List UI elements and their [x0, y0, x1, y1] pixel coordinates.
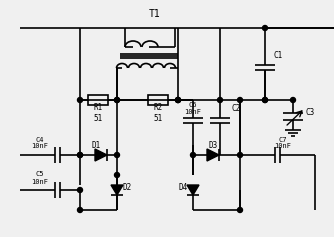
Polygon shape [95, 149, 107, 161]
Circle shape [190, 152, 195, 158]
Text: T1: T1 [149, 9, 161, 19]
Circle shape [263, 97, 268, 102]
Circle shape [77, 187, 82, 192]
Circle shape [291, 97, 296, 102]
Circle shape [77, 208, 82, 213]
Text: R2
51: R2 51 [153, 103, 163, 123]
Text: R1
51: R1 51 [94, 103, 103, 123]
Circle shape [175, 97, 180, 102]
Bar [88, 95, 108, 105]
Text: D4: D4 [178, 183, 188, 192]
Circle shape [217, 97, 222, 102]
Circle shape [263, 26, 268, 31]
Circle shape [175, 97, 180, 102]
Text: C2: C2 [231, 104, 240, 113]
Circle shape [237, 208, 242, 213]
Polygon shape [111, 185, 123, 195]
Bar [148, 95, 168, 105]
Text: C6
10nF: C6 10nF [184, 101, 201, 114]
Circle shape [263, 97, 268, 102]
Circle shape [237, 152, 242, 158]
Text: C3: C3 [305, 108, 315, 117]
Polygon shape [187, 185, 199, 195]
Text: D3: D3 [208, 141, 218, 150]
Circle shape [115, 173, 120, 178]
Circle shape [115, 97, 120, 102]
Circle shape [115, 152, 120, 158]
Circle shape [77, 97, 82, 102]
Text: C5
10nF: C5 10nF [31, 172, 48, 184]
Circle shape [237, 97, 242, 102]
Text: C1: C1 [273, 50, 283, 59]
Text: D1: D1 [92, 141, 101, 150]
Text: D2: D2 [122, 183, 132, 192]
Circle shape [77, 152, 82, 158]
Text: C7
10nF: C7 10nF [275, 137, 292, 150]
Polygon shape [207, 149, 219, 161]
Circle shape [77, 152, 82, 158]
Text: C4
10nF: C4 10nF [31, 137, 48, 150]
Circle shape [175, 97, 180, 102]
Circle shape [115, 97, 120, 102]
